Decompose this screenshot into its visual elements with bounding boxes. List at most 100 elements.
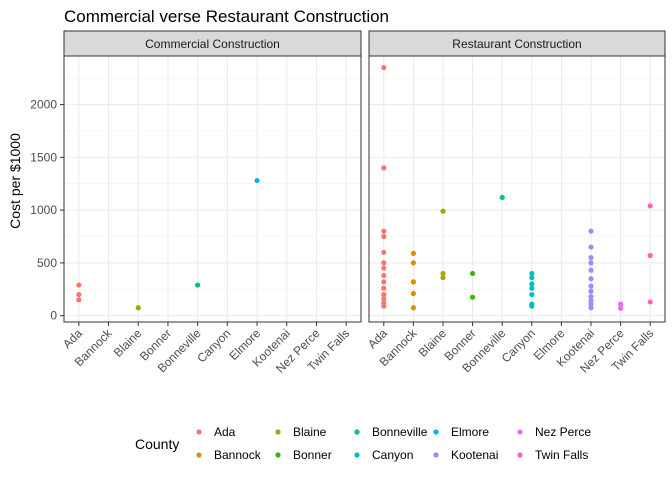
- data-point-ada: [76, 291, 82, 298]
- data-point-canyon: [529, 275, 535, 281]
- data-point-twin-falls: [647, 203, 653, 209]
- plot-background: [64, 56, 361, 322]
- data-point-kootenai: [588, 228, 594, 234]
- legend-item: Bonneville: [354, 425, 428, 439]
- data-point-ada: [381, 296, 387, 302]
- data-point-canyon: [529, 281, 535, 287]
- x-tick-label: Ada: [60, 326, 85, 351]
- legend-label: Ada: [214, 425, 236, 439]
- data-point-nez-perce: [618, 305, 624, 311]
- data-point-bannock: [410, 305, 416, 311]
- x-tick-label: Ada: [365, 326, 390, 351]
- data-point-ada: [381, 265, 387, 271]
- data-point-canyon: [529, 270, 535, 277]
- facet-strip: [368, 30, 666, 57]
- data-point-ada: [76, 297, 82, 303]
- panel-restaurant: Restaurant ConstructionAdaBannockBlaineB…: [365, 30, 666, 376]
- legend-title: County: [135, 436, 179, 452]
- data-point-ada: [381, 285, 387, 291]
- data-point-ada: [381, 260, 387, 266]
- panel-border: [368, 55, 666, 323]
- legend-key: [275, 452, 281, 458]
- data-point-ada: [381, 303, 387, 309]
- data-point-ada: [381, 279, 387, 285]
- data-point-bannock: [410, 279, 416, 285]
- legend-label: Bonner: [293, 448, 332, 462]
- legend-item: Bannock: [196, 448, 262, 462]
- legend: County Ada Bannock Blaine Bonner Bonneville Ca…: [135, 425, 591, 462]
- legend-item: Blaine: [275, 425, 327, 439]
- data-point-ada: [381, 291, 387, 298]
- x-tick-label: Canyon: [499, 326, 538, 365]
- legend-item: Ada: [196, 425, 236, 439]
- legend-key: [517, 452, 523, 458]
- data-point-blaine: [440, 208, 446, 214]
- data-point-kootenai: [588, 301, 594, 307]
- data-point-ada: [381, 65, 387, 71]
- panel-commercial: Commercial ConstructionAdaBannockBlaineB…: [60, 30, 362, 376]
- data-point-bonneville: [195, 282, 201, 288]
- data-point-kootenai: [588, 283, 594, 289]
- legend-label: Bannock: [214, 448, 262, 462]
- legend-item: Elmore: [433, 425, 489, 439]
- data-point-blaine: [135, 305, 141, 311]
- legend-key: [196, 429, 202, 435]
- y-axis-label: Cost per $1000: [7, 133, 23, 229]
- legend-key: [517, 429, 523, 435]
- x-tick-label: Canyon: [194, 326, 233, 365]
- data-point-ada: [381, 272, 387, 279]
- legend-key: [433, 429, 439, 435]
- data-point-kootenai: [588, 305, 594, 311]
- legend-key: [354, 452, 360, 458]
- legend-item: Canyon: [354, 448, 413, 462]
- panel-border: [63, 55, 362, 323]
- data-point-bonneville: [499, 194, 505, 201]
- data-point-ada: [381, 249, 387, 255]
- legend-item: Kootenai: [433, 448, 498, 462]
- data-point-ada: [76, 282, 82, 288]
- data-point-kootenai: [588, 294, 594, 300]
- data-point-kootenai: [588, 255, 594, 261]
- legend-key: [196, 452, 202, 458]
- chart-panels: 0 500 1000 1500 2000 Commercial Construction A…: [30, 30, 666, 376]
- data-point-bannock: [410, 260, 416, 266]
- data-point-bannock: [410, 250, 416, 256]
- facet-strip-label: Restaurant Construction: [452, 37, 581, 51]
- legend-label: Blaine: [293, 425, 327, 439]
- data-point-bonner: [470, 294, 476, 300]
- legend-label: Kootenai: [451, 448, 498, 462]
- data-point-kootenai: [588, 260, 594, 266]
- facet-strip: [63, 30, 362, 57]
- legend-label: Twin Falls: [535, 448, 588, 462]
- y-tick-label: 2000: [30, 98, 57, 112]
- data-point-kootenai: [588, 244, 594, 250]
- legend-label: Canyon: [372, 448, 413, 462]
- data-point-twin-falls: [647, 299, 653, 305]
- data-point-elmore: [254, 177, 260, 184]
- legend-item: Bonner: [275, 448, 332, 462]
- legend-item: Nez Perce: [517, 425, 591, 439]
- data-point-blaine: [440, 275, 446, 281]
- data-point-blaine: [440, 270, 446, 277]
- facet-strip-label: Commercial Construction: [145, 37, 280, 51]
- data-point-canyon: [529, 291, 535, 298]
- y-tick-label: 1000: [30, 203, 57, 217]
- data-point-nez-perce: [618, 301, 624, 307]
- data-point-ada: [381, 233, 387, 240]
- legend-key: [275, 429, 281, 435]
- legend-label: Nez Perce: [535, 425, 591, 439]
- data-point-twin-falls: [647, 252, 653, 259]
- y-tick-label: 500: [37, 256, 57, 270]
- chart-title: Commercial verse Restaurant Construction: [64, 7, 389, 26]
- plot-background: [369, 56, 665, 322]
- data-point-kootenai: [588, 267, 594, 273]
- data-point-ada: [381, 228, 387, 234]
- data-point-canyon: [529, 285, 535, 291]
- y-tick-label: 1500: [30, 150, 57, 164]
- data-point-kootenai: [588, 288, 594, 294]
- legend-key: [433, 452, 439, 458]
- legend-key: [354, 429, 360, 435]
- y-tick-label: 0: [50, 309, 57, 323]
- legend-label: Elmore: [451, 425, 489, 439]
